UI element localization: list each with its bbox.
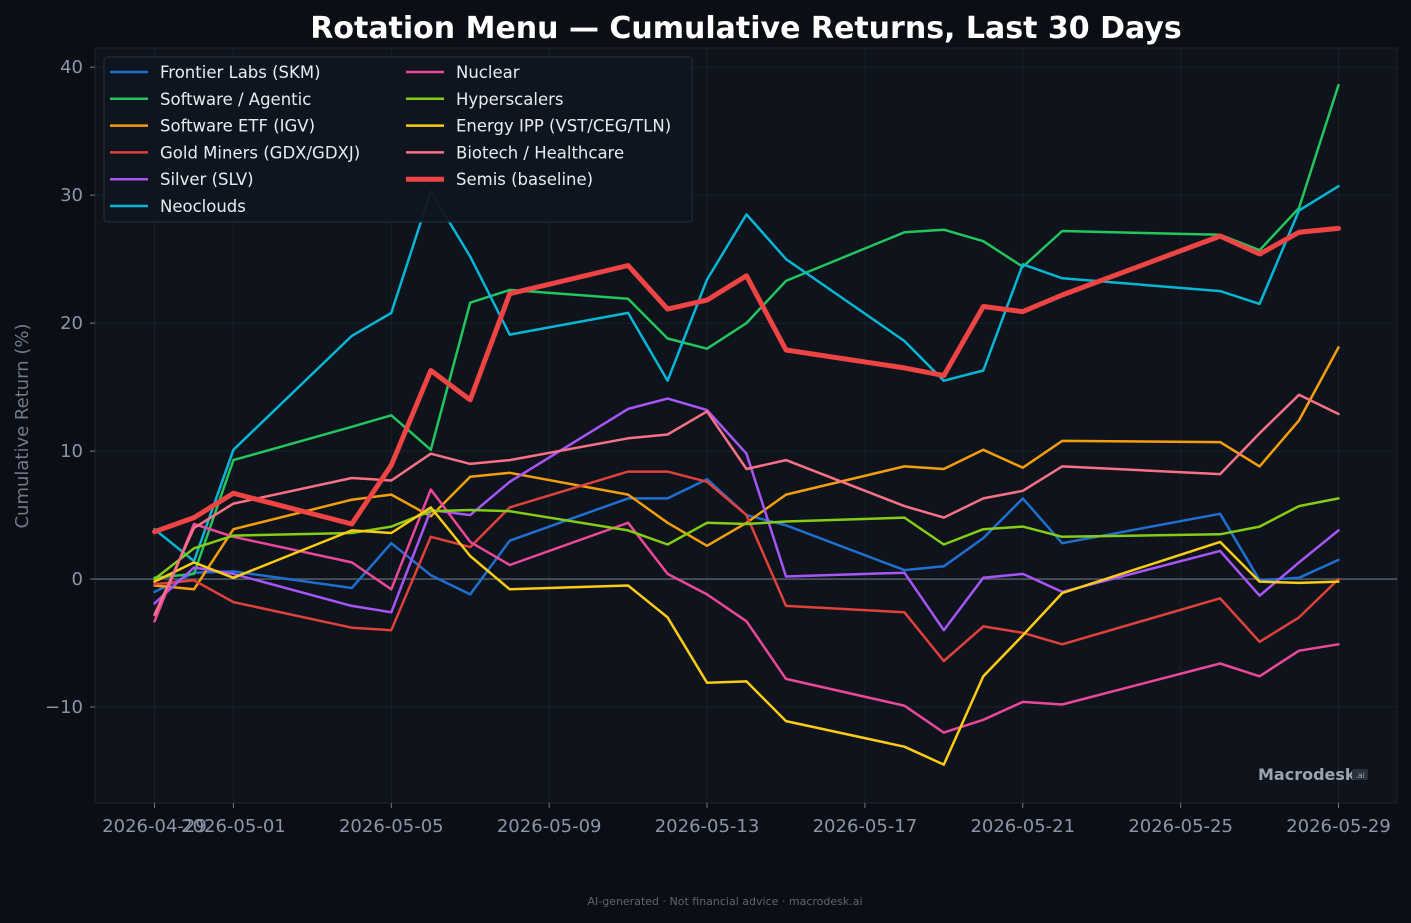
- series-lines: [152, 83, 1341, 766]
- series-line-hyperscalers: [153, 497, 1340, 581]
- series-line-neoclouds: [153, 184, 1340, 563]
- legend: Frontier Labs (SKM) Software / Agentic Sof…: [103, 56, 693, 223]
- y-tick-label: 10: [60, 441, 83, 462]
- x-tick-label: 2026-05-01: [181, 816, 286, 837]
- x-tick-label: 2026-05-21: [970, 816, 1075, 837]
- legend-label-hyperscalers: Hyperscalers: [456, 90, 563, 109]
- y-tick-label: 0: [72, 569, 83, 590]
- series-line-semis-baseline: [152, 225, 1341, 535]
- legend-label-neoclouds: Neoclouds: [160, 197, 246, 216]
- legend-label-nuclear: Nuclear: [456, 63, 520, 82]
- x-tick-label: 2026-05-05: [339, 816, 444, 837]
- footer-disclaimer: AI-generated · Not financial advice · ma…: [587, 895, 862, 908]
- series-line-software-agentic: [153, 83, 1340, 580]
- series-line-energy-ipp-vst-ceg-tln: [153, 506, 1340, 766]
- series-line-biotech-healthcare: [153, 393, 1340, 617]
- legend-label-biotech-healthcare: Biotech / Healthcare: [456, 143, 624, 162]
- x-tick-label: 2026-04-29: [102, 816, 207, 837]
- legend-label-gold-miners-gdx-gdxj: Gold Miners (GDX/GDXJ): [160, 143, 360, 162]
- legend-label-software-agentic: Software / Agentic: [160, 90, 311, 109]
- x-tick-label: 2026-05-09: [497, 816, 602, 837]
- watermark-badge: [1352, 769, 1368, 780]
- y-axis-ticks: 40 30 20 10 0 −10: [45, 57, 95, 718]
- x-tick-label: 2026-05-29: [1286, 816, 1391, 837]
- x-tick-label: 2026-05-17: [813, 816, 918, 837]
- legend-label-silver-slv: Silver (SLV): [160, 170, 254, 189]
- legend-box: [103, 56, 693, 223]
- chart-title: Rotation Menu — Cumulative Returns, Last…: [310, 11, 1181, 46]
- x-tick-label: 2026-05-25: [1128, 816, 1233, 837]
- y-tick-label: 30: [60, 185, 83, 206]
- legend-label-frontier-labs-skm: Frontier Labs (SKM): [160, 63, 321, 82]
- legend-label-energy-ipp-vst-ceg-tln: Energy IPP (VST/CEG/TLN): [456, 117, 671, 136]
- y-axis-label: Cumulative Return (%): [12, 323, 33, 528]
- watermark-suffix: .ai: [1355, 771, 1365, 780]
- y-tick-label: 20: [60, 313, 83, 334]
- legend-label-semis-baseline: Semis (baseline): [456, 170, 593, 189]
- series-line-nuclear: [153, 488, 1340, 734]
- watermark-brand: Macrodesk: [1258, 765, 1356, 784]
- x-tick-label: 2026-05-13: [655, 816, 760, 837]
- y-tick-label: −10: [45, 697, 83, 718]
- legend-label-software-etf-igv: Software ETF (IGV): [160, 117, 315, 136]
- series-line-gold-miners-gdx-gdxj: [153, 470, 1340, 663]
- series-line-silver-slv: [153, 397, 1340, 632]
- y-tick-label: 40: [60, 57, 83, 78]
